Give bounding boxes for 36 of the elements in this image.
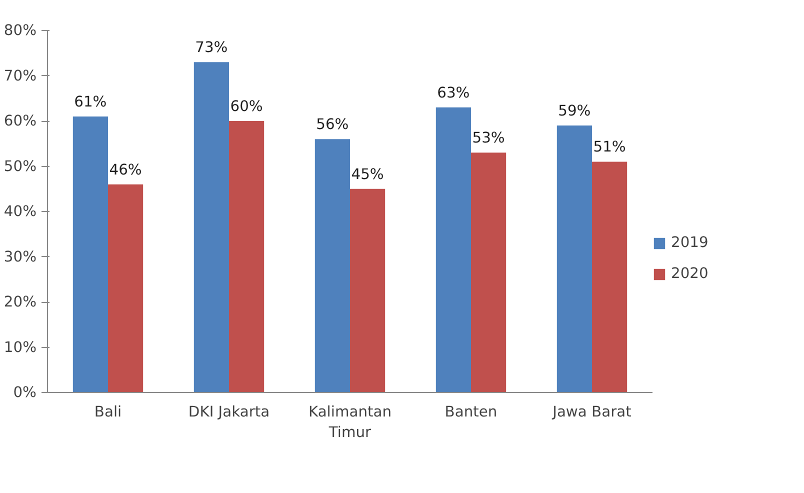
y-tick-label: 60% xyxy=(4,112,37,130)
x-tick-label: DKI Jakarta xyxy=(188,404,270,420)
bar xyxy=(314,139,350,392)
bar xyxy=(229,121,264,392)
bar xyxy=(471,152,506,392)
y-tick-label: 30% xyxy=(4,248,37,266)
bar xyxy=(350,188,386,392)
x-tick-label: Banten xyxy=(444,404,498,420)
data-label: 46% xyxy=(109,161,142,178)
y-tick-label: 20% xyxy=(4,294,37,310)
data-label: 59% xyxy=(558,102,591,120)
y-tick-label: 70% xyxy=(4,67,37,84)
data-label: 60% xyxy=(230,98,263,115)
legend-label: 2020 xyxy=(671,265,708,282)
data-label: 73% xyxy=(195,39,228,56)
y-tick-label: 80% xyxy=(4,22,37,39)
y-tick-label: 50% xyxy=(4,158,37,175)
bar xyxy=(436,107,471,392)
data-label: 63% xyxy=(437,84,470,102)
bar xyxy=(194,62,229,392)
data-label: 61% xyxy=(74,93,107,110)
legend-label: 2019 xyxy=(671,234,708,251)
data-label: 56% xyxy=(316,116,349,134)
data-label: 45% xyxy=(351,166,384,183)
x-tick-label: Kalimantan Timur xyxy=(308,404,392,441)
bar xyxy=(556,126,592,392)
y-tick-label: 0% xyxy=(13,384,37,401)
y-tick-label: 40% xyxy=(4,203,37,220)
data-label: 51% xyxy=(593,138,626,156)
x-tick-label: Jawa Barat xyxy=(552,404,632,420)
bar xyxy=(72,116,108,392)
bar xyxy=(592,162,628,392)
bar xyxy=(108,184,144,392)
x-tick-label: Bali xyxy=(94,404,122,420)
y-tick-label: 10% xyxy=(4,338,37,356)
data-label: 53% xyxy=(472,130,505,147)
